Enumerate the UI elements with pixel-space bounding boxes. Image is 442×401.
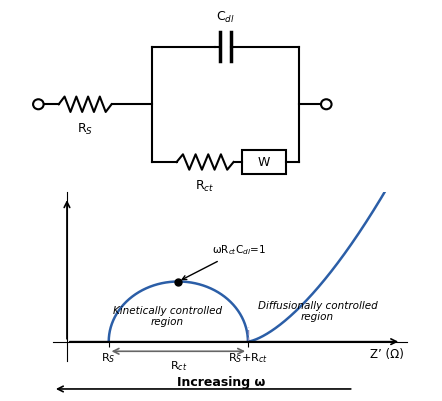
Text: R$_{ct}$: R$_{ct}$ [195,179,215,194]
Text: Increasing ω: Increasing ω [177,376,265,389]
Text: R$_{ct}$: R$_{ct}$ [170,360,187,373]
Text: R$_S$: R$_S$ [77,122,93,137]
Text: Diffusionally controlled
region: Diffusionally controlled region [258,301,377,322]
FancyBboxPatch shape [242,150,286,174]
Text: C$_{dl}$: C$_{dl}$ [216,10,235,25]
Text: Kinetically controlled
region: Kinetically controlled region [113,306,222,327]
Text: ωR$_{ct}$C$_{dl}$=1: ωR$_{ct}$C$_{dl}$=1 [182,244,266,279]
Text: W: W [258,156,270,168]
Text: Z’ (Ω): Z’ (Ω) [370,348,404,360]
